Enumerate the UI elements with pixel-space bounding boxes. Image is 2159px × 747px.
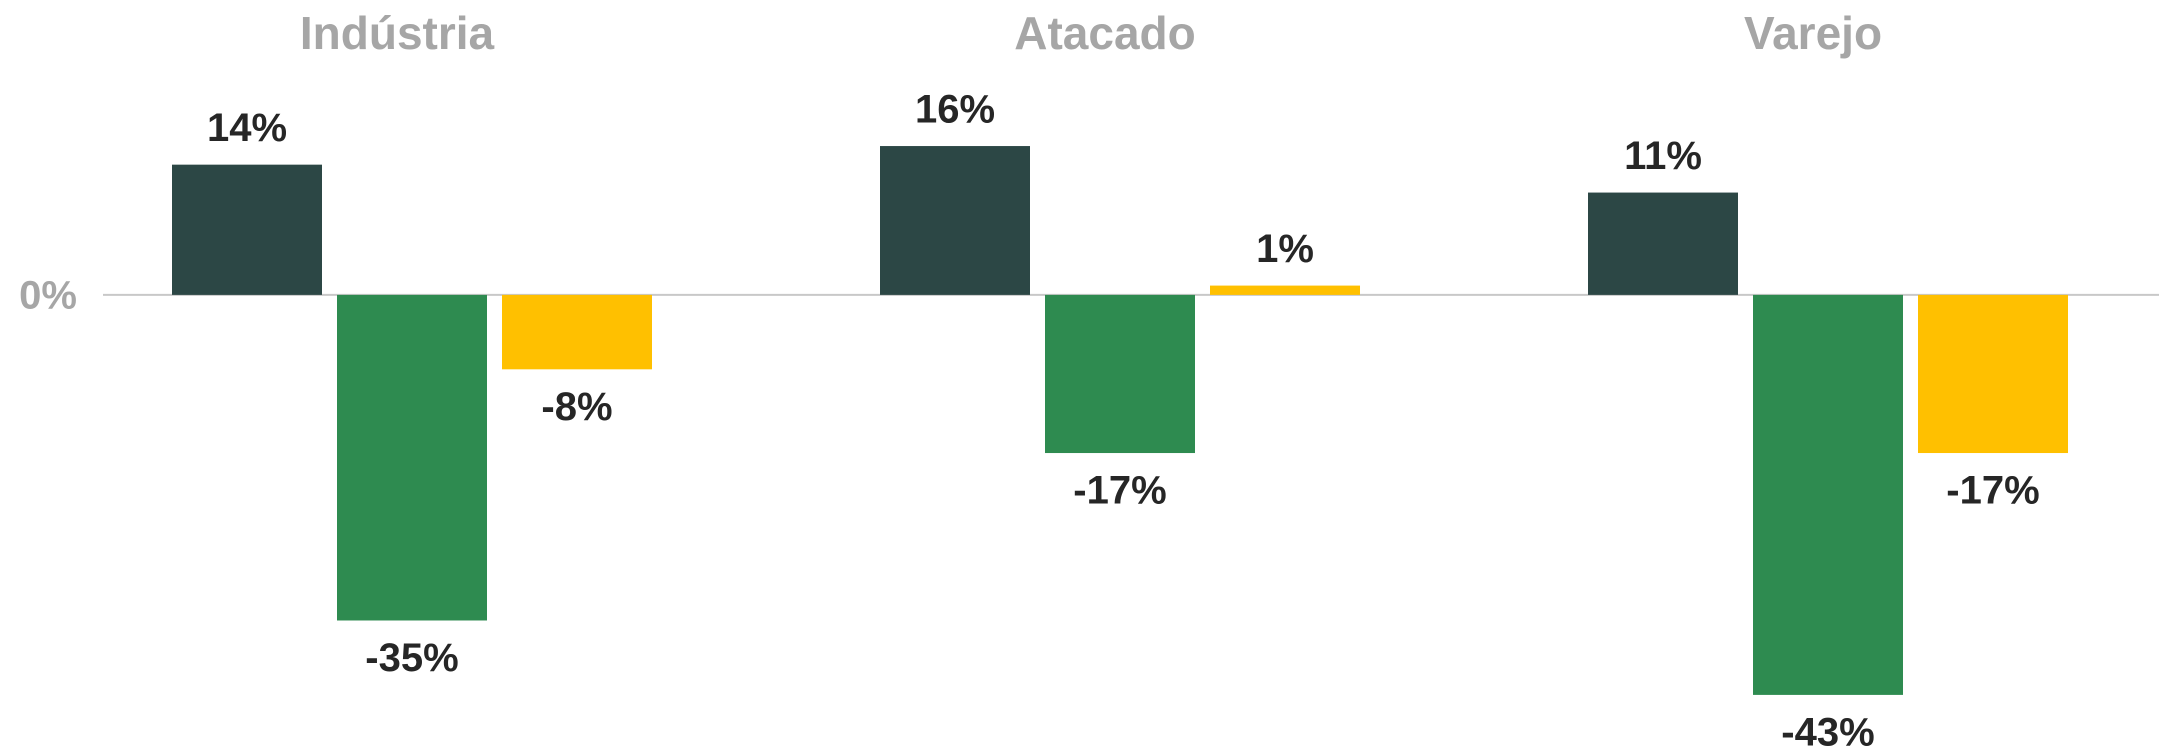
bar [172,164,322,295]
category-title: Indústria [300,7,495,59]
value-label: -17% [1946,469,2039,513]
bar [880,146,1030,295]
category-title: Varejo [1744,7,1882,59]
y-tick-label: 0% [19,273,77,317]
bar [337,294,487,621]
value-label: 11% [1624,134,1702,178]
bar [1588,192,1738,295]
bar [502,294,652,370]
category-title: Atacado [1014,7,1195,59]
value-label: -43% [1781,710,1874,747]
value-label: 14% [207,106,287,150]
bar [1210,285,1360,295]
value-label: -35% [365,636,458,680]
bar [1753,294,1903,695]
value-label: -17% [1073,469,1166,513]
bar [1045,294,1195,454]
bar [1918,294,2068,454]
value-label: 1% [1256,227,1314,271]
value-label: 16% [915,88,995,132]
value-label: -8% [541,385,612,429]
